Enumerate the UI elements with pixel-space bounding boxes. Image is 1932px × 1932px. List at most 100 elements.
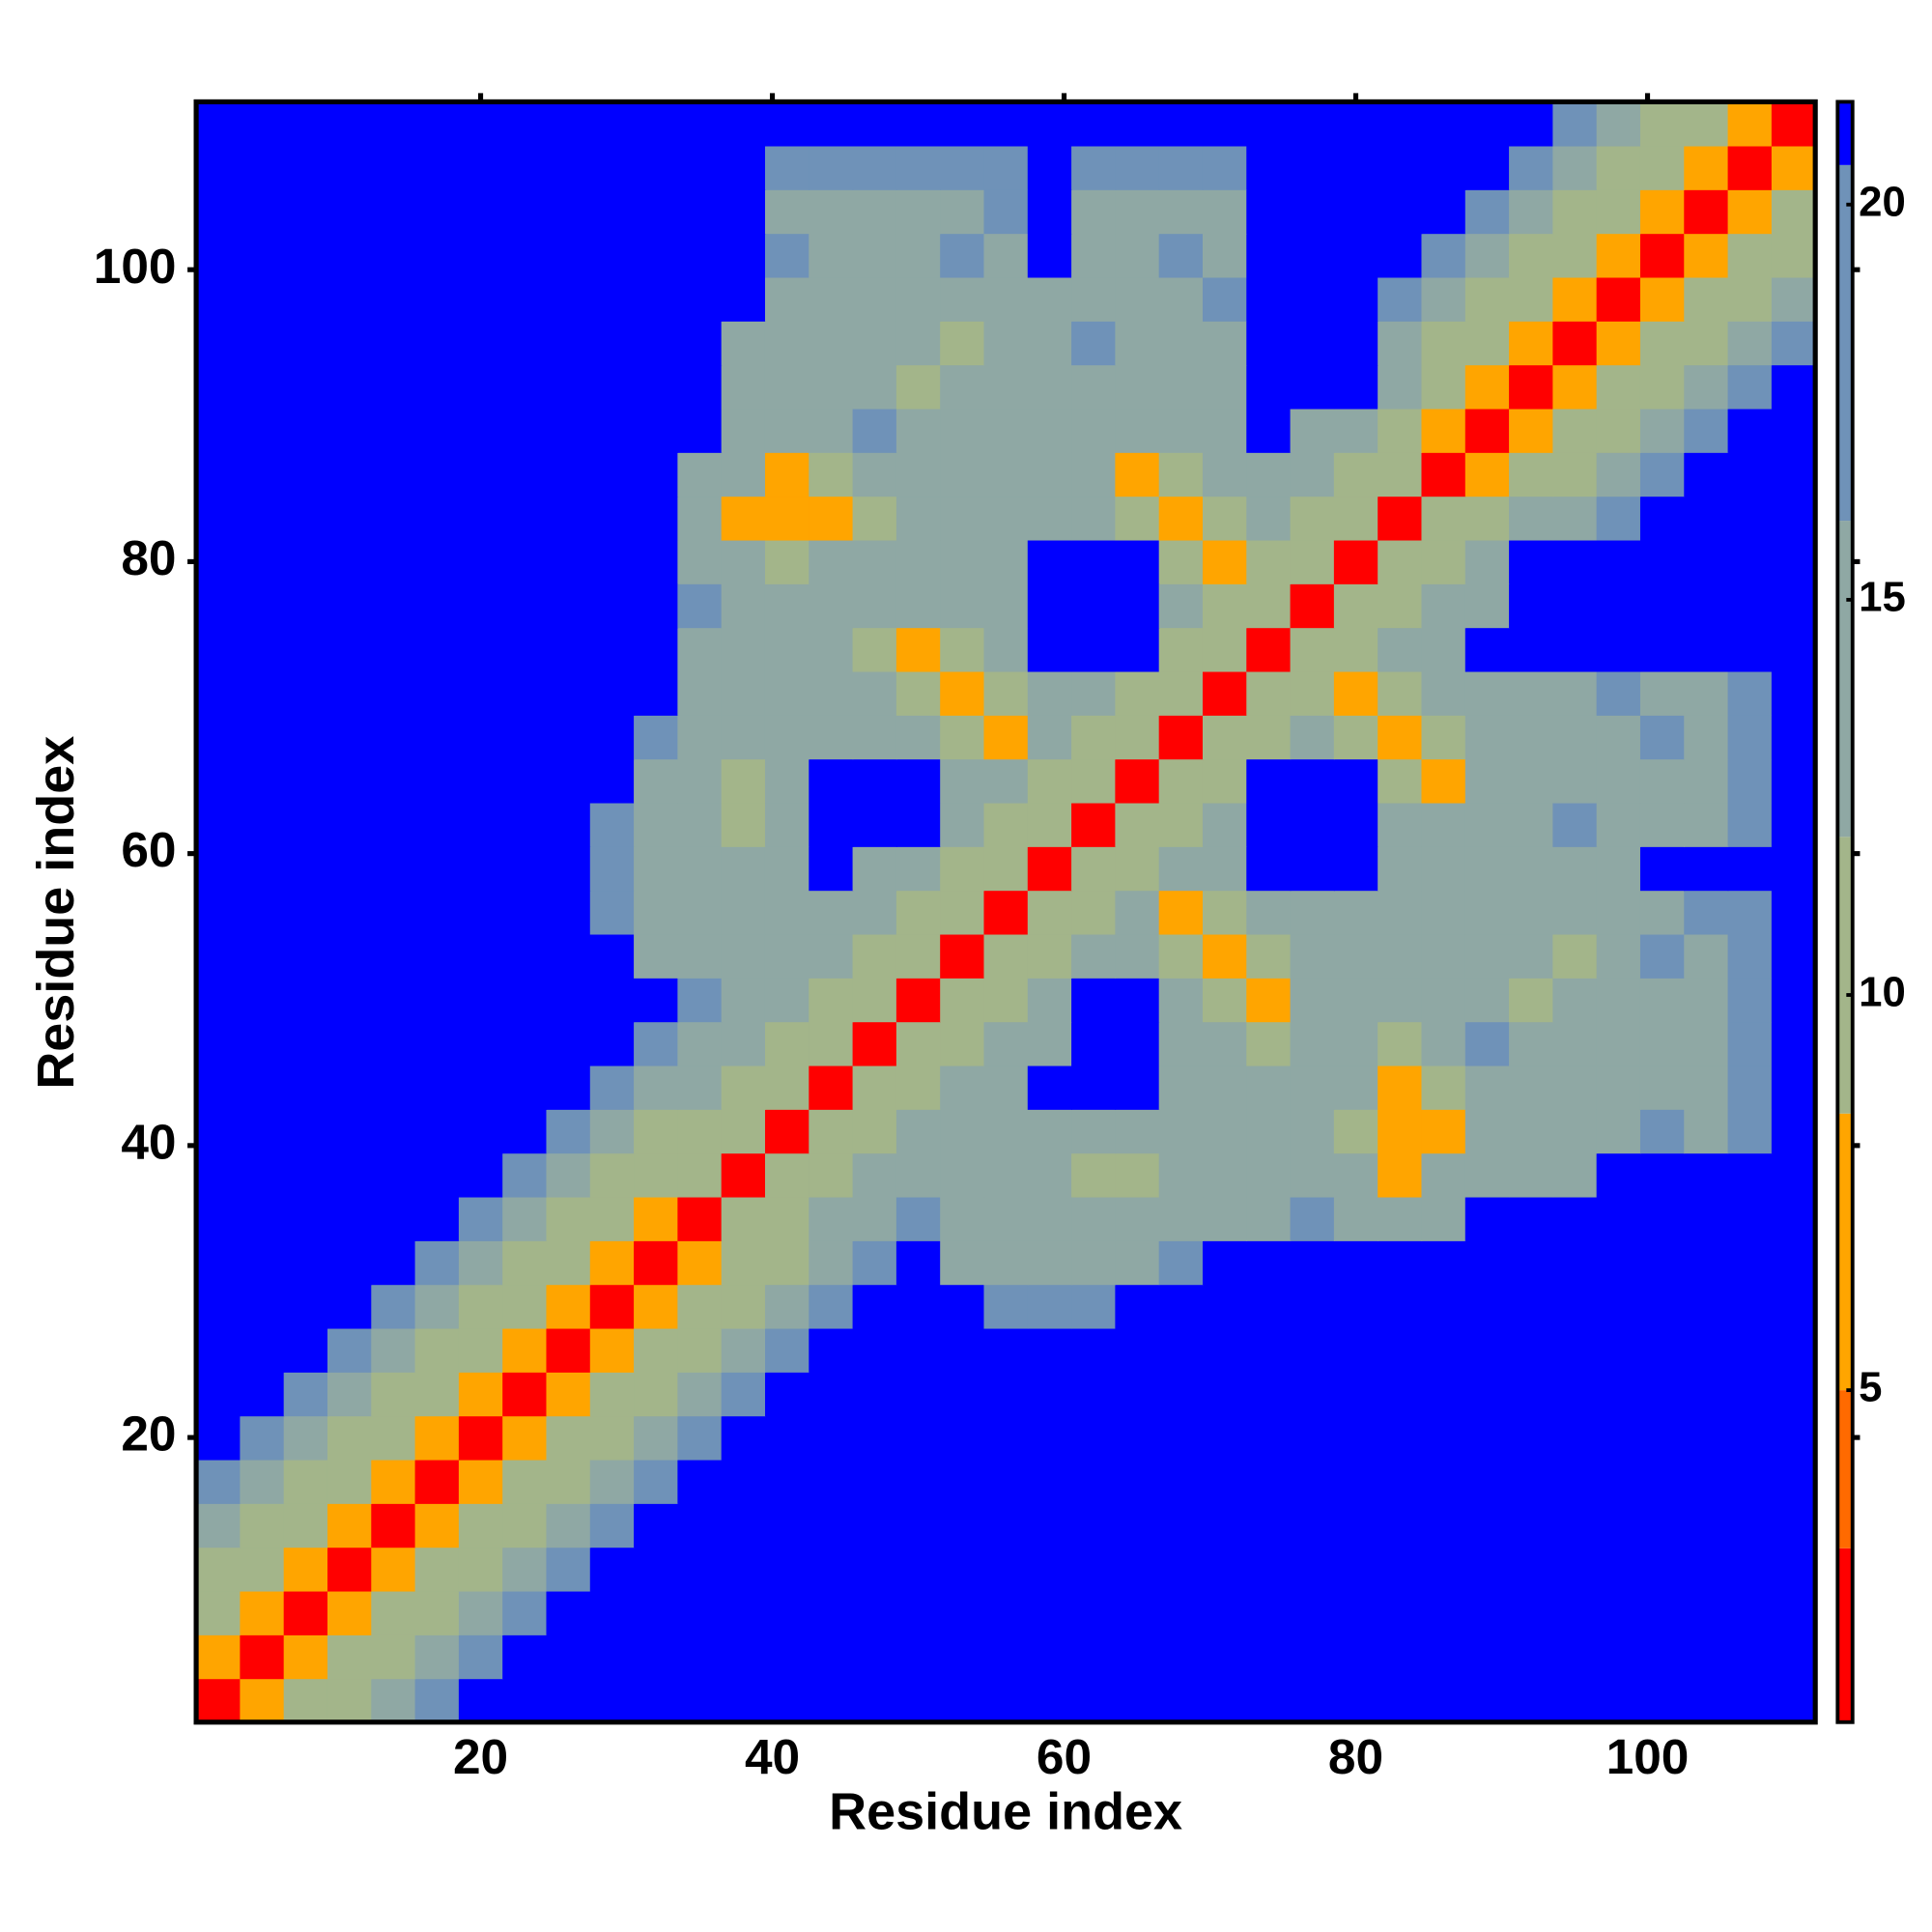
heatmap-cell bbox=[1552, 715, 1598, 760]
heatmap-cell bbox=[940, 1065, 985, 1110]
heatmap-cell bbox=[1596, 758, 1641, 804]
heatmap-cell bbox=[764, 1678, 810, 1722]
heatmap-cell bbox=[414, 1503, 460, 1548]
heatmap-cell bbox=[1202, 627, 1248, 672]
heatmap-cell bbox=[1509, 1547, 1554, 1592]
heatmap-cell bbox=[327, 802, 373, 847]
heatmap-cell bbox=[1290, 1152, 1335, 1198]
heatmap-cell bbox=[677, 408, 723, 453]
heatmap-cell bbox=[502, 233, 548, 278]
heatmap-cell bbox=[1333, 496, 1378, 541]
heatmap-cell bbox=[634, 276, 679, 322]
heatmap-cell bbox=[327, 189, 373, 235]
heatmap-cell bbox=[852, 1372, 897, 1417]
heatmap-cell bbox=[414, 1021, 460, 1066]
heatmap-cell bbox=[1027, 1503, 1072, 1548]
heatmap-cell bbox=[940, 233, 985, 278]
heatmap-cell bbox=[1552, 1547, 1598, 1592]
heatmap-cell bbox=[721, 1284, 766, 1329]
heatmap-cell bbox=[1290, 1240, 1335, 1286]
heatmap-cell bbox=[1333, 1503, 1378, 1548]
heatmap-cell bbox=[983, 539, 1029, 584]
heatmap-cell bbox=[1771, 758, 1816, 804]
heatmap-cell bbox=[1771, 1634, 1816, 1680]
heatmap-cell bbox=[1158, 1590, 1204, 1635]
heatmap-cell bbox=[1509, 364, 1554, 410]
heatmap-cell bbox=[1333, 1021, 1378, 1066]
heatmap-cell bbox=[1464, 715, 1510, 760]
heatmap-cell bbox=[1115, 408, 1160, 453]
heatmap-cell bbox=[852, 1547, 897, 1592]
heatmap-cell bbox=[940, 1196, 985, 1241]
heatmap-cell bbox=[1596, 452, 1641, 497]
heatmap-cell bbox=[1684, 1415, 1729, 1461]
heatmap-cell bbox=[1421, 758, 1466, 804]
heatmap-cell bbox=[721, 1459, 766, 1504]
heatmap-cell bbox=[414, 1415, 460, 1461]
heatmap-cell bbox=[940, 1109, 985, 1154]
heatmap-cell bbox=[677, 1065, 723, 1110]
heatmap-cell bbox=[1464, 1240, 1510, 1286]
heatmap-cell bbox=[983, 1021, 1029, 1066]
heatmap-cell bbox=[1421, 890, 1466, 935]
heatmap-cell bbox=[1727, 101, 1773, 147]
heatmap-cell bbox=[458, 933, 503, 979]
heatmap-cell bbox=[1421, 539, 1466, 584]
heatmap-cell bbox=[1115, 496, 1160, 541]
heatmap-cell bbox=[1596, 321, 1641, 366]
colorbar-tick-label: 15 bbox=[1859, 573, 1906, 620]
heatmap-cell bbox=[1115, 1021, 1160, 1066]
heatmap-cell bbox=[546, 233, 591, 278]
heatmap-cell bbox=[240, 1547, 285, 1592]
heatmap-cell bbox=[809, 758, 854, 804]
heatmap-cell bbox=[1596, 583, 1641, 629]
heatmap-cell bbox=[764, 1327, 810, 1373]
heatmap-cell bbox=[721, 933, 766, 979]
heatmap-cell bbox=[1333, 627, 1378, 672]
heatmap-cell bbox=[502, 1284, 548, 1329]
heatmap-cell bbox=[677, 1547, 723, 1592]
heatmap-cell bbox=[371, 1284, 416, 1329]
heatmap-cell bbox=[1246, 933, 1292, 979]
heatmap-cell bbox=[240, 1196, 285, 1241]
heatmap-cell bbox=[1158, 1634, 1204, 1680]
heatmap-cell bbox=[1158, 452, 1204, 497]
y-tick-label: 20 bbox=[121, 1406, 176, 1462]
heatmap-cell bbox=[1290, 189, 1335, 235]
heatmap-cell bbox=[1421, 670, 1466, 716]
heatmap-cell bbox=[1202, 1547, 1248, 1592]
heatmap-cell bbox=[283, 101, 328, 147]
heatmap-cell bbox=[1596, 1415, 1641, 1461]
heatmap-cell bbox=[283, 189, 328, 235]
heatmap-cell bbox=[414, 1196, 460, 1241]
heatmap-cell bbox=[940, 408, 985, 453]
heatmap-cell bbox=[983, 145, 1029, 190]
heatmap-cell bbox=[1115, 1415, 1160, 1461]
heatmap-cell bbox=[1464, 233, 1510, 278]
colorbar-tick-label: 20 bbox=[1859, 178, 1906, 225]
heatmap-cell bbox=[1333, 364, 1378, 410]
heatmap-cell bbox=[1115, 145, 1160, 190]
heatmap-cell bbox=[1115, 1284, 1160, 1329]
heatmap-cell bbox=[546, 1065, 591, 1110]
heatmap-cell bbox=[1596, 802, 1641, 847]
heatmap-cell bbox=[809, 189, 854, 235]
heatmap-cell bbox=[1202, 670, 1248, 716]
heatmap-cell bbox=[1333, 1634, 1378, 1680]
heatmap-cell bbox=[634, 1590, 679, 1635]
heatmap-cell bbox=[458, 846, 503, 892]
heatmap-cell bbox=[1421, 189, 1466, 235]
heatmap-cell bbox=[240, 1678, 285, 1722]
heatmap-cell bbox=[983, 1109, 1029, 1154]
heatmap-cell bbox=[1027, 846, 1072, 892]
heatmap-cell bbox=[852, 1503, 897, 1548]
heatmap-cell bbox=[1552, 321, 1598, 366]
heatmap-cell bbox=[240, 1415, 285, 1461]
heatmap-cell bbox=[764, 233, 810, 278]
heatmap-cell bbox=[1027, 1590, 1072, 1635]
heatmap-cell bbox=[1115, 276, 1160, 322]
heatmap-cell bbox=[1552, 758, 1598, 804]
heatmap-cell bbox=[764, 276, 810, 322]
heatmap-cell bbox=[327, 539, 373, 584]
